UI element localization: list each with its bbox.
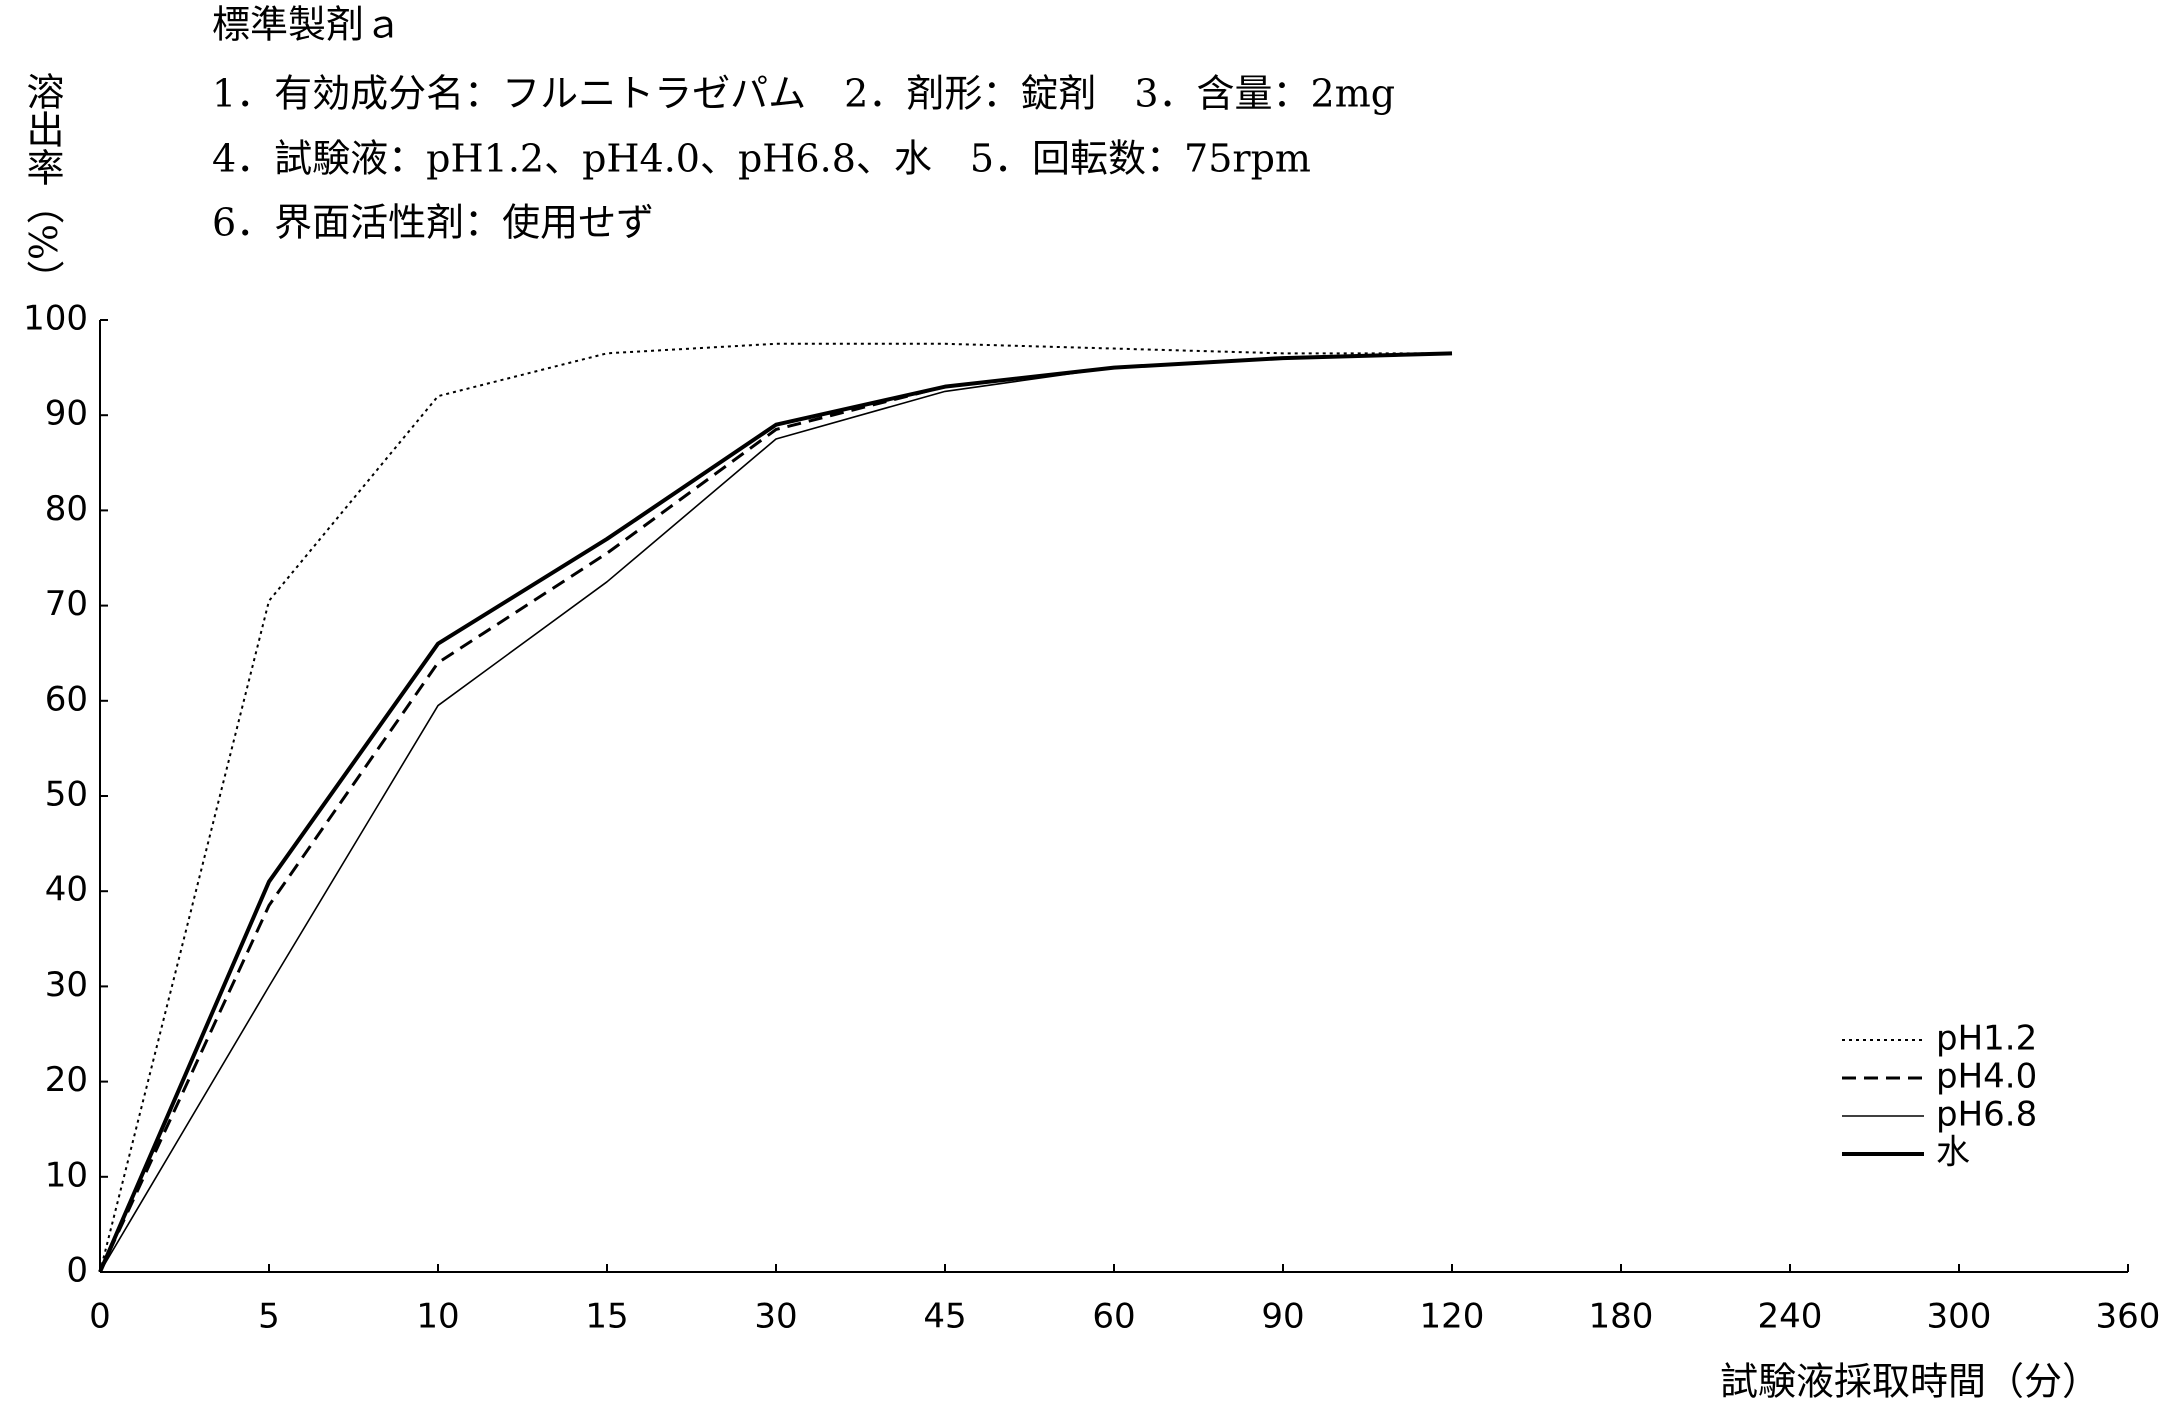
chart-title: 標準製剤ａ — [212, 3, 402, 47]
x-tick-label: 360 — [2096, 1297, 2161, 1337]
x-axis-label: 試験液採取時間（分） — [1720, 1360, 2100, 1404]
x-tick-label: 60 — [1092, 1297, 1135, 1337]
y-tick-label: 20 — [45, 1060, 88, 1100]
x-tick-label: 90 — [1261, 1297, 1304, 1337]
y-tick-label: 70 — [45, 584, 88, 624]
x-tick-label: 240 — [1758, 1297, 1823, 1337]
data-line — [98, 351, 1453, 1273]
y-tick-label: 40 — [45, 870, 88, 910]
legend-label: pH4.0 — [1936, 1057, 2037, 1097]
y-tick-label: 0 — [66, 1251, 88, 1291]
y-tick-label: 100 — [23, 299, 88, 339]
x-tick-label: 120 — [1420, 1297, 1485, 1337]
x-tick-label: 180 — [1589, 1297, 1654, 1337]
subtitle: 4．試験液：pH1.2、pH4.0、pH6.8、水 5．回転数：75rpm — [212, 137, 1311, 181]
y-tick-label: 10 — [45, 1155, 88, 1195]
y-axis-label: 溶出率（%） — [20, 72, 64, 298]
y-tick-label: 80 — [45, 489, 88, 529]
x-tick-label: 15 — [585, 1297, 628, 1337]
legend-label: pH1.2 — [1936, 1019, 2037, 1059]
legend-label: 水 — [1936, 1133, 1970, 1173]
data-line — [99, 342, 1452, 1273]
x-tick-label: 5 — [258, 1297, 280, 1337]
x-tick-label: 30 — [754, 1297, 797, 1337]
y-tick-label: 90 — [45, 394, 88, 434]
data-line — [98, 351, 1453, 1273]
x-tick-label: 300 — [1927, 1297, 1992, 1337]
x-tick-label: 45 — [923, 1297, 966, 1337]
subtitle: 6．界面活性剤：使用せず — [212, 201, 654, 245]
x-tick-label: 10 — [416, 1297, 459, 1337]
subtitle: 1．有効成分名：フルニトラゼパム 2．剤形：錠剤 3．含量：2mg — [212, 72, 1395, 116]
y-tick-label: 50 — [45, 775, 88, 815]
data-line — [99, 352, 1453, 1273]
x-tick-label: 0 — [89, 1297, 111, 1337]
y-tick-label: 60 — [45, 679, 88, 719]
y-tick-label: 30 — [45, 965, 88, 1005]
legend-label: pH6.8 — [1936, 1095, 2037, 1135]
